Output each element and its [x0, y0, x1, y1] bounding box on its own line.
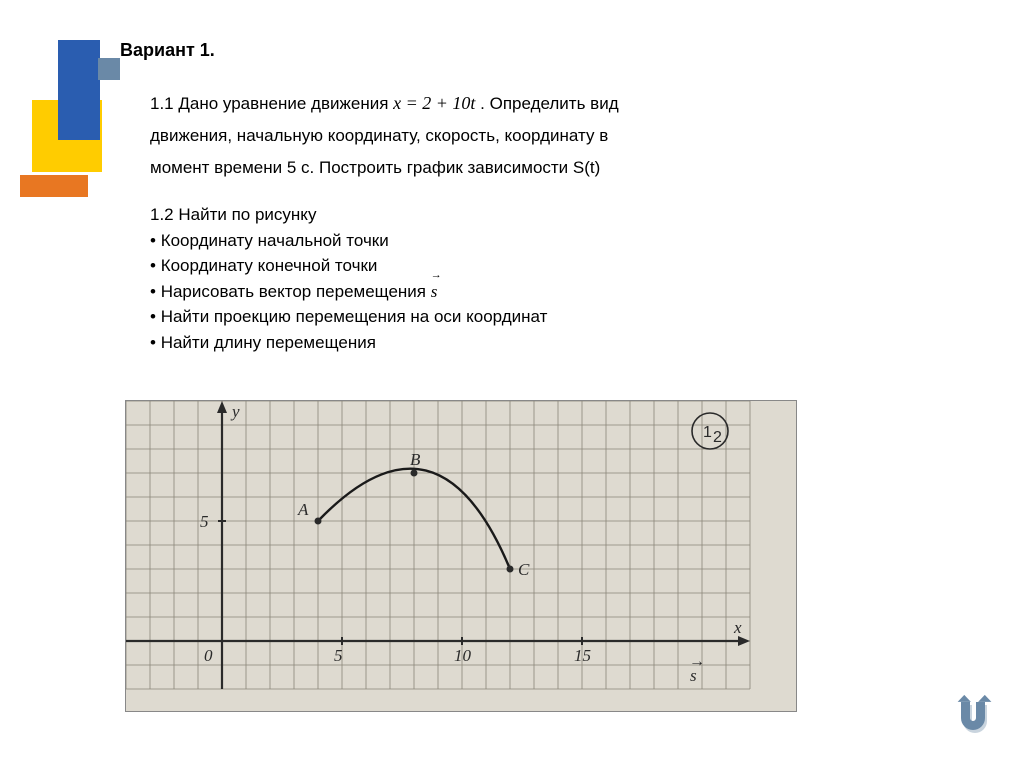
- p2-item-2: Нарисовать вектор перемещения: [161, 282, 431, 301]
- svg-text:→: →: [689, 653, 705, 670]
- decor-slate: [98, 58, 120, 80]
- decor-orange: [20, 175, 88, 197]
- vector-s-symbol: s: [431, 279, 438, 305]
- trajectory-graph: 5101550yxABC12s→: [126, 401, 796, 711]
- svg-text:B: B: [410, 450, 421, 469]
- svg-text:15: 15: [574, 646, 591, 665]
- p1-formula: x = 2 + 10t: [393, 93, 475, 113]
- p2-item-3: Найти проекцию перемещения на оси коорди…: [161, 307, 548, 326]
- svg-text:A: A: [297, 500, 309, 519]
- variant-title: Вариант 1.: [120, 40, 215, 61]
- svg-text:1: 1: [703, 424, 712, 441]
- p1-lead: 1.1 Дано уравнение движения: [150, 94, 393, 113]
- svg-text:10: 10: [454, 646, 472, 665]
- svg-text:2: 2: [713, 429, 722, 446]
- p2-item-0: Координату начальной точки: [161, 231, 389, 250]
- svg-text:5: 5: [200, 512, 209, 531]
- p1-line2: движения, начальную координату, скорость…: [150, 123, 870, 149]
- p1-tail1: . Определить вид: [480, 94, 618, 113]
- p2-lead: 1.2 Найти по рисунку: [150, 202, 870, 228]
- svg-text:y: y: [230, 402, 240, 421]
- p2-item-1: Координату конечной точки: [161, 256, 378, 275]
- p1-line3: момент времени 5 с. Построить график зав…: [150, 155, 870, 181]
- p2-item-4: Найти длину перемещения: [161, 333, 376, 352]
- svg-text:x: x: [733, 618, 742, 637]
- svg-text:5: 5: [334, 646, 343, 665]
- return-button[interactable]: [948, 691, 994, 737]
- problem-1: 1.1 Дано уравнение движения x = 2 + 10t …: [150, 90, 870, 186]
- decor-blue: [58, 40, 100, 140]
- graph-panel: 5101550yxABC12s→: [125, 400, 797, 712]
- problem-2: 1.2 Найти по рисунку • Координату началь…: [150, 202, 870, 355]
- svg-text:C: C: [518, 560, 530, 579]
- svg-text:0: 0: [204, 646, 213, 665]
